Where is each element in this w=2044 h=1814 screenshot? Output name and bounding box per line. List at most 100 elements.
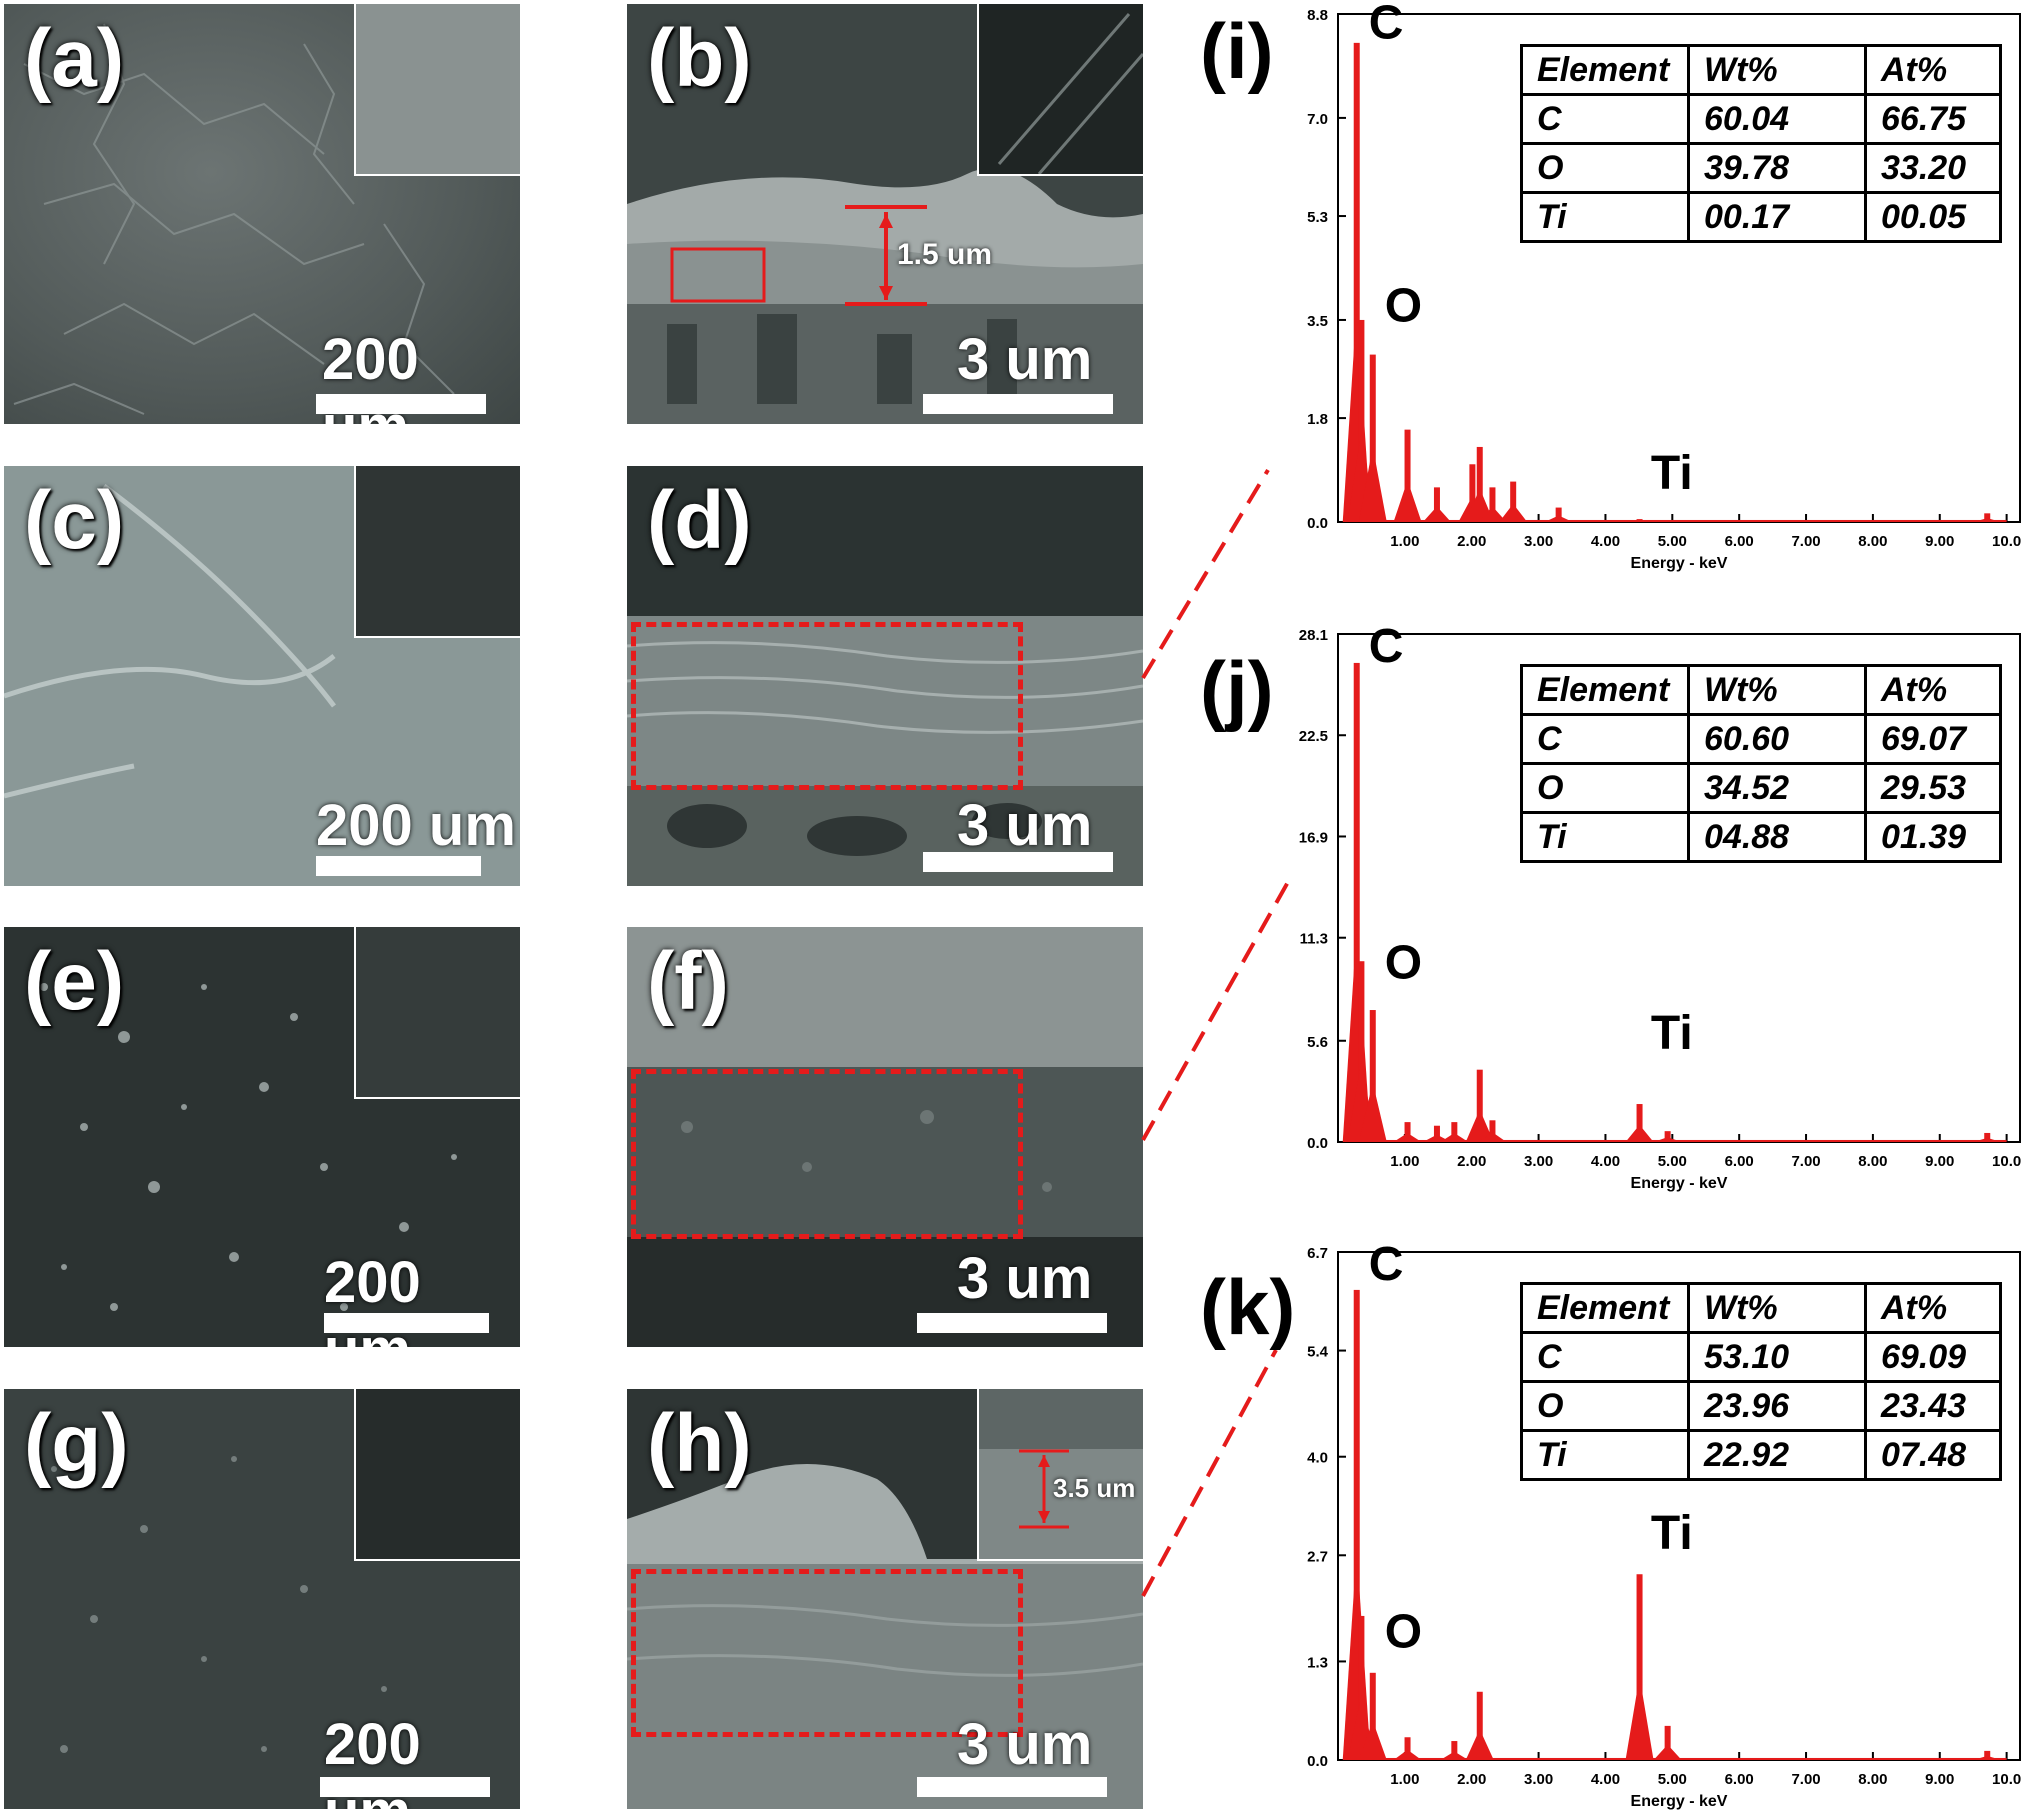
x-axis-label: Energy - keV (1631, 555, 1728, 572)
spectrum-peak (1984, 1750, 1991, 1760)
table-header-cell: At% (1864, 1282, 2002, 1334)
table-cell: O (1520, 142, 1690, 194)
spectrum-peak-shoulder (1358, 1720, 1387, 1760)
table-header-cell: At% (1864, 44, 2002, 96)
panel-label: (h) (647, 1398, 752, 1489)
composition-table: Element Wt% At% C 53.10 69.09 O 23.96 23… (1520, 1282, 2002, 1481)
table-row: C 53.10 69.09 (1520, 1331, 2002, 1383)
spectrum-peak-shoulder (1440, 1133, 1469, 1142)
table-cell: O (1520, 1380, 1690, 1432)
scale-bar (316, 856, 481, 876)
y-tick-label: 8.8 (1307, 7, 1328, 24)
composition-table: Element Wt% At% C 60.60 69.07 O 34.52 29… (1520, 664, 2002, 863)
table-row: Ti 22.92 07.48 (1520, 1429, 2002, 1481)
y-tick-label: 0.0 (1307, 1135, 1328, 1152)
y-tick-label: 5.3 (1307, 209, 1328, 226)
scale-bar (923, 852, 1113, 872)
table-row: O 34.52 29.53 (1520, 762, 2002, 814)
panel-label: (c) (24, 475, 125, 566)
spectrum-baseline (1351, 1139, 2007, 1142)
table-cell: 34.52 (1687, 762, 1867, 814)
eds-spectrum-j: (j) 0.0 5.6 11.3 16.9 22.5 28.1 1.00 2.00 3.00 4.… (1190, 620, 2044, 1220)
table-cell: 04.88 (1687, 811, 1867, 863)
scale-bar (316, 394, 486, 414)
spectrum-peak (1358, 961, 1365, 1142)
spectrum-peak (1664, 1131, 1671, 1142)
sem-panel-e: (e) 200 um (4, 927, 520, 1347)
y-tick-label: 0.0 (1307, 1753, 1328, 1770)
thickness-label: 1.5 um (897, 238, 993, 271)
peak-label: Ti (1651, 1007, 1693, 1060)
x-tick-label: 4.00 (1591, 1771, 1620, 1788)
spectrum-peak (1404, 429, 1411, 522)
table-header-cell: Wt% (1687, 44, 1867, 96)
y-tick-label: 4.0 (1307, 1450, 1328, 1467)
spectrum-peak-shoulder (1625, 1124, 1654, 1142)
eds-spectrum-k: (k) 0.0 1.3 2.7 4.0 5.4 6.7 1.00 2.00 3.00 4.00 5.… (1190, 1238, 2044, 1814)
table-header-cell: Element (1520, 44, 1690, 96)
y-tick-label: 7.0 (1307, 111, 1328, 128)
fiber-texture (997, 13, 1143, 174)
table-cell: 69.07 (1864, 713, 2002, 765)
panel-label: (f) (647, 936, 729, 1027)
sem-panel-g: (g) 200 um (4, 1389, 520, 1809)
x-tick-label: 6.00 (1725, 1771, 1754, 1788)
spectrum-peak (1353, 1289, 1360, 1760)
spectrum-peak-shoulder (1973, 1137, 2002, 1142)
y-tick-label: 3.5 (1307, 313, 1328, 330)
eds-region-box (631, 622, 1023, 790)
peak-label: C (1369, 620, 1404, 673)
peak-label: Ti (1651, 447, 1693, 500)
x-tick-label: 1.00 (1390, 533, 1419, 550)
panel-label: (e) (24, 936, 125, 1027)
table-cell: 00.17 (1687, 191, 1867, 243)
table-header-row: Element Wt% At% (1520, 44, 2002, 96)
panel-label: (j) (1200, 645, 1274, 733)
table-row: Ti 00.17 00.05 (1520, 191, 2002, 243)
sem-panel-a: (a) 200 um (4, 4, 520, 424)
panel-label: (g) (24, 1398, 129, 1489)
table-cell: 69.09 (1864, 1331, 2002, 1383)
x-tick-label: 3.00 (1524, 1153, 1553, 1170)
peak-label: O (1385, 1606, 1422, 1659)
x-tick-label: 10.0 (1992, 533, 2021, 550)
table-row: C 60.04 66.75 (1520, 93, 2002, 145)
panel-label: (d) (647, 475, 752, 566)
table-cell: 22.92 (1687, 1429, 1867, 1481)
table-cell: 01.39 (1864, 811, 2002, 863)
x-tick-label: 9.00 (1925, 533, 1954, 550)
y-tick-label: 28.1 (1299, 627, 1328, 644)
x-tick-label: 8.00 (1858, 1771, 1887, 1788)
panel-label: (k) (1200, 1263, 1296, 1351)
surface-texture (51, 1456, 387, 1753)
x-axis-label: Energy - keV (1631, 1793, 1728, 1810)
table-row: C 60.60 69.07 (1520, 713, 2002, 765)
spectrum-peak (1353, 662, 1360, 1142)
inset-image (354, 466, 520, 638)
cracked-surface-texture (13, 23, 455, 415)
y-tick-label: 2.7 (1307, 1548, 1328, 1565)
spectrum-peak (1636, 1104, 1643, 1142)
table-header-cell: Wt% (1687, 664, 1867, 716)
sem-panel-h: 3.5 um (h) 3 um (627, 1389, 1143, 1809)
x-tick-label: 7.00 (1791, 533, 1820, 550)
spectrum-peak (1404, 1737, 1411, 1760)
y-tick-label: 11.3 (1300, 931, 1328, 948)
spectrum-peak (1489, 487, 1496, 522)
spectrum-peak (1358, 1615, 1365, 1760)
spectrum-peak (1510, 481, 1517, 522)
spectrum-peak (1476, 1691, 1483, 1760)
cross-section-image (627, 927, 1143, 1347)
table-cell: 66.75 (1864, 93, 2002, 145)
spectrum-peak-shoulder (1465, 1729, 1494, 1760)
x-tick-label: 10.0 (1992, 1153, 2021, 1170)
spectrum-peak (1469, 464, 1476, 522)
y-tick-label: 5.6 (1307, 1034, 1328, 1051)
spectrum-peak-shoulder (1973, 1755, 2002, 1760)
particle-surface-texture (40, 983, 457, 1311)
table-header-cell: Element (1520, 1282, 1690, 1334)
inset-image (977, 4, 1143, 176)
inset-image (354, 1389, 520, 1561)
spectrum-peak-shoulder (1625, 1676, 1654, 1760)
x-tick-label: 2.00 (1457, 1771, 1486, 1788)
